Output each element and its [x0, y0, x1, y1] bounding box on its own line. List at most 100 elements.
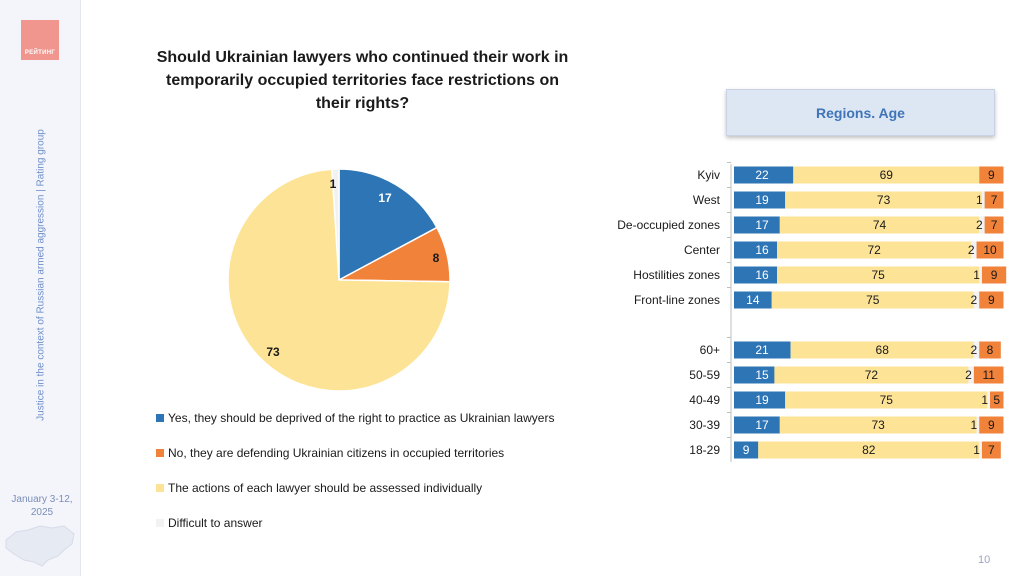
bar-value-label: 9: [988, 168, 995, 182]
bar-segment: [779, 416, 977, 434]
bar-segment: [979, 166, 1004, 184]
bar-value-label: 19: [755, 193, 769, 207]
bar-value-label: 1: [981, 393, 988, 407]
bar-segment: [734, 191, 786, 209]
bar-value-label: 9: [988, 418, 995, 432]
bar-segment: [734, 441, 759, 459]
legend-swatch: [156, 518, 164, 527]
legend-swatch: [156, 483, 164, 492]
bar-segment: [976, 416, 980, 434]
survey-date-line1: January 3-12,: [11, 494, 73, 505]
bar-value-label: 8: [987, 343, 994, 357]
bar-value-label: 15: [755, 368, 769, 382]
bar-value-label: 9: [988, 293, 995, 307]
legend-label: No, they are defending Ukrainian citizen…: [168, 445, 505, 460]
bar-value-label: 74: [873, 218, 887, 232]
bar-value-label: 1: [976, 193, 983, 207]
category-label: 18-29: [689, 443, 720, 457]
legend-item: The actions of each lawyer should be ass…: [156, 470, 554, 505]
bar-value-label: 17: [755, 218, 769, 232]
bar-segment: [793, 166, 980, 184]
bar-value-label: 7: [991, 218, 998, 232]
bar-value-label: 73: [872, 418, 886, 432]
bar-value-label: 7: [988, 443, 995, 457]
bar-segment: [973, 291, 980, 309]
pie-legend: Yes, they should be deprived of the righ…: [156, 400, 554, 540]
category-label: 60+: [700, 343, 720, 357]
bar-segment: [734, 216, 780, 234]
category-label: De-occupied zones: [617, 218, 720, 232]
bar-segment: [984, 216, 1004, 234]
bar-value-label: 75: [880, 393, 894, 407]
bar-value-label: 75: [866, 293, 880, 307]
bar-segment: [973, 341, 980, 359]
bar-segment: [976, 241, 1004, 259]
bar-value-label: 1: [971, 418, 978, 432]
bar-segment: [779, 216, 980, 234]
bar-value-label: 2: [965, 368, 972, 382]
legend-item: Difficult to answer: [156, 505, 554, 540]
bar-value-label: 1: [973, 268, 980, 282]
bar-segment: [968, 366, 974, 384]
pie-slice-label: 17: [378, 191, 392, 205]
bar-value-label: 14: [746, 293, 760, 307]
bar-value-label: 19: [755, 393, 769, 407]
bar-value-label: 10: [983, 243, 997, 257]
survey-date-line2: 2025: [30, 507, 54, 518]
bar-segment: [973, 366, 1004, 384]
legend-label: The actions of each lawyer should be ass…: [168, 480, 483, 495]
bar-segment: [979, 341, 1001, 359]
bar-segment: [734, 241, 778, 259]
legend-swatch: [156, 413, 164, 422]
bar-segment: [758, 441, 980, 459]
bar-segment: [981, 441, 1001, 459]
bar-segment: [981, 191, 985, 209]
category-label: Center: [684, 243, 720, 257]
bar-value-label: 69: [880, 168, 894, 182]
legend-label: Difficult to answer: [168, 515, 263, 530]
bar-segment: [990, 391, 1004, 409]
bar-segment: [734, 291, 772, 309]
ukraine-map-icon: [5, 525, 75, 567]
bar-segment: [979, 216, 985, 234]
bar-value-label: 5: [993, 393, 1000, 407]
bar-value-label: 2: [968, 243, 975, 257]
pie-slice-label: 1: [330, 177, 337, 191]
bar-value-label: 7: [991, 193, 998, 207]
bar-value-label: 21: [755, 343, 769, 357]
bar-value-label: 2: [976, 218, 983, 232]
segment-label: Regions. Age: [816, 104, 905, 121]
rating-logo: РЕЙТИНГ: [21, 20, 59, 60]
bar-segment: [734, 416, 780, 434]
bar-value-label: 2: [971, 293, 978, 307]
bar-value-label: 22: [755, 168, 769, 182]
legend-item: No, they are defending Ukrainian citizen…: [156, 435, 554, 470]
bar-segment: [981, 266, 1007, 284]
bar-segment: [734, 166, 794, 184]
bar-value-label: 9: [743, 443, 750, 457]
bar-segment: [777, 266, 980, 284]
category-label: Hostilities zones: [633, 268, 720, 282]
logo-text: РЕЙТИНГ: [24, 50, 56, 56]
bar-segment: [987, 391, 991, 409]
bar-segment: [734, 341, 791, 359]
bar-segment: [771, 291, 974, 309]
bar-segment: [979, 266, 982, 284]
bar-value-label: 68: [876, 343, 890, 357]
pie-slice-label: 73: [266, 345, 280, 359]
category-label: 40-49: [689, 393, 720, 407]
bar-segment: [785, 391, 988, 409]
bar-value-label: 2: [971, 343, 978, 357]
pie-chart: 17 8 73 1: [227, 168, 451, 392]
bar-segment: [984, 191, 1004, 209]
bar-segment: [979, 441, 982, 459]
segment-button[interactable]: Regions. Age: [726, 89, 995, 136]
bar-segment: [790, 341, 974, 359]
bar-value-label: 72: [867, 243, 881, 257]
category-label: 30-39: [689, 418, 720, 432]
bar-segment: [979, 416, 1004, 434]
bar-segment: [971, 241, 977, 259]
legend-item: Yes, they should be deprived of the righ…: [156, 400, 554, 435]
bar-value-label: 73: [877, 193, 891, 207]
